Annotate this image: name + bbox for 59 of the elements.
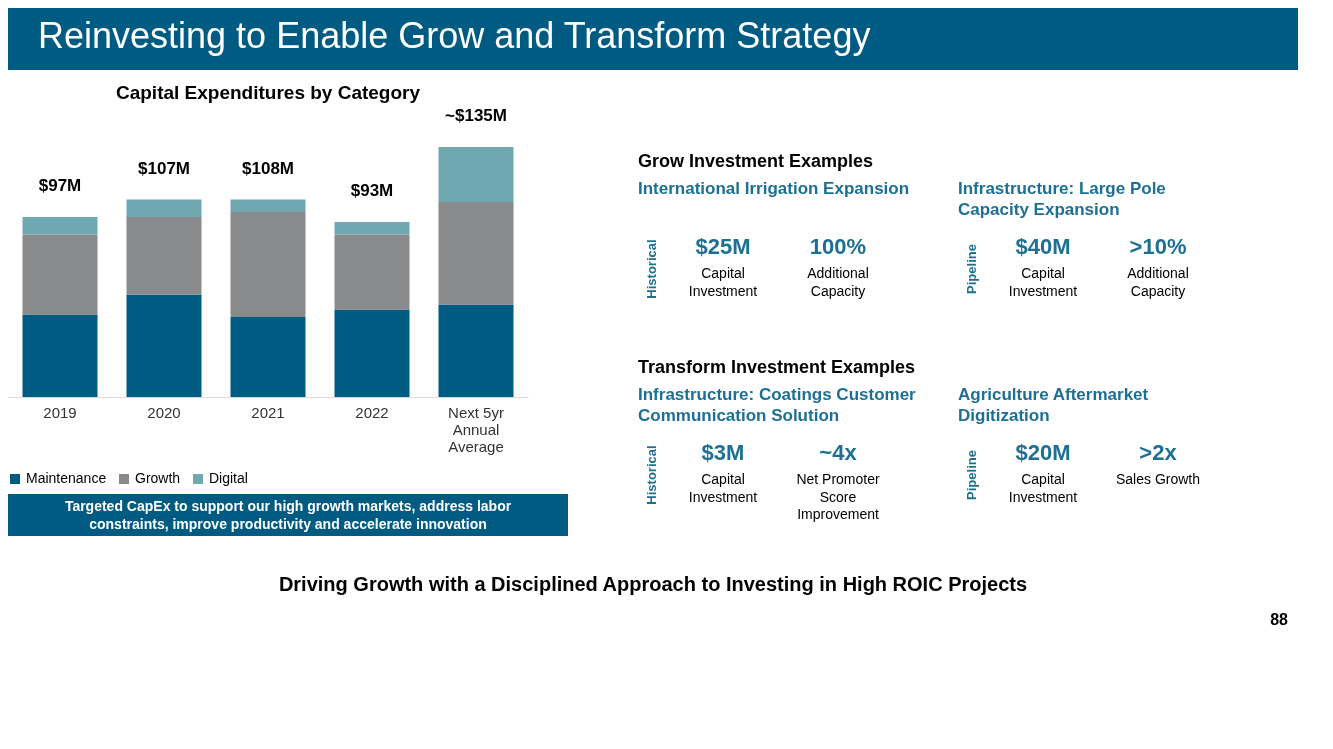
x-tick-label: Next 5yr Annual Average	[448, 403, 504, 455]
text: Pipeline	[964, 244, 979, 294]
text: ~$135M	[445, 106, 507, 125]
text: Additional Capacity	[807, 265, 869, 299]
text: Grow Investment Examples	[638, 151, 874, 171]
x-tick-label: 2022	[355, 403, 389, 421]
annotation: $108M	[242, 158, 294, 178]
text: Reinvesting to Enable Grow and Transform Strategy	[38, 15, 871, 56]
text: Infrastructure: Coatings Customer Communication Solution	[638, 385, 917, 426]
text: Transform Investment Examples	[638, 357, 916, 377]
text: $20M	[1015, 440, 1071, 465]
text: Capital Investment	[688, 265, 758, 299]
legend-label: Maintenance	[26, 470, 107, 486]
text: Agriculture Aftermarket Digitization	[958, 385, 1149, 426]
text: Driving Growth with a Disciplined Approach to Investing in High ROIC Projects	[278, 573, 1028, 595]
text: Historical	[644, 239, 659, 299]
text: Targeted CapEx to support our high growth markets, address labor constraints, improve productivity and accelerate innovation	[64, 498, 512, 532]
annotation: $93M	[350, 181, 394, 200]
bar	[126, 199, 202, 217]
text: Sales Growth	[1115, 471, 1201, 487]
text: $25M	[695, 234, 751, 259]
text: 88	[1270, 611, 1289, 628]
text: >10%	[1129, 234, 1187, 259]
legend-label: Digital	[209, 470, 248, 486]
bar	[126, 217, 202, 295]
text: Infrastructure: Large Pole Capacity Expansion	[958, 179, 1166, 220]
bar	[230, 317, 306, 397]
bar	[334, 234, 410, 310]
text: >2x	[1139, 440, 1178, 465]
text: Net Promoter Score Improvement	[796, 471, 880, 522]
bar	[438, 304, 514, 397]
text: $40M	[1015, 234, 1071, 259]
legend-label: Growth	[135, 470, 181, 486]
bar	[22, 314, 98, 397]
text: Pipeline	[964, 450, 979, 500]
x-tick-label: 2019	[43, 403, 77, 421]
bar	[334, 309, 410, 397]
chart-title: Capital Expenditures by Category	[115, 82, 421, 103]
bar	[22, 234, 98, 315]
text: Capital Investment	[688, 471, 758, 505]
x-tick-label: 2020	[147, 403, 181, 421]
text: $3M	[701, 440, 745, 465]
annotation: $97M	[38, 176, 82, 195]
text: Capital Investment	[1008, 265, 1078, 299]
bar	[438, 147, 514, 202]
x-tick-label: 2021	[251, 403, 285, 421]
bar	[22, 217, 98, 235]
bar	[230, 199, 306, 212]
annotation: $107M	[138, 158, 190, 178]
text: Capital Investment	[1008, 471, 1078, 505]
text: Additional Capacity	[1127, 265, 1189, 299]
bar	[126, 294, 202, 397]
bar	[230, 212, 306, 317]
text: ~4x	[819, 440, 858, 465]
bar	[438, 202, 514, 305]
text: 100%	[809, 234, 867, 259]
bar	[334, 222, 410, 235]
text: International Irrigation Expansion	[638, 179, 910, 198]
text: Historical	[644, 445, 659, 505]
